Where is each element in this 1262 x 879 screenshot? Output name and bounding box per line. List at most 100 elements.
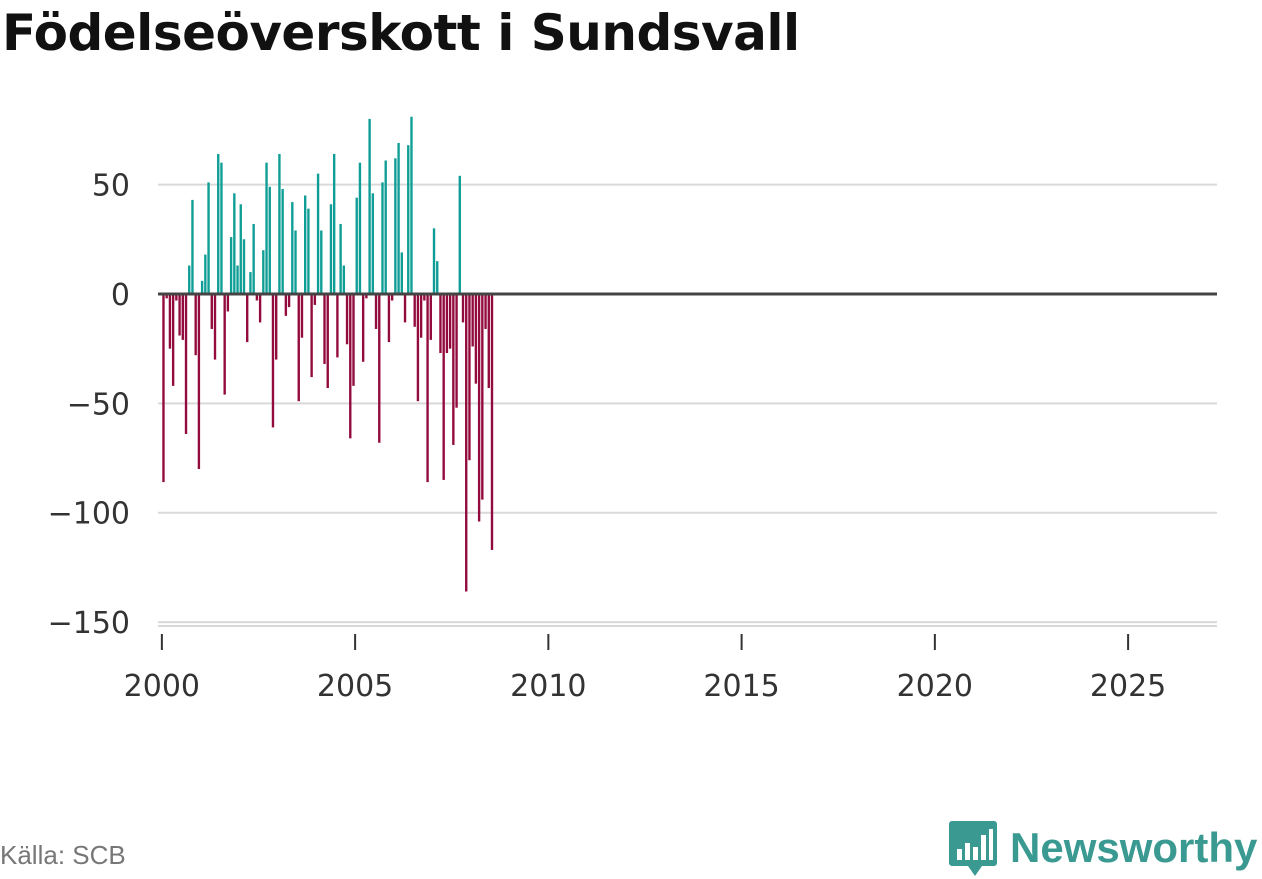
bar: [323, 293, 326, 364]
bar: [255, 293, 259, 301]
bar: [419, 293, 423, 338]
bar: [188, 265, 191, 294]
bar: [481, 293, 484, 500]
bar: [287, 293, 291, 308]
brand-name: Newsworthy: [1010, 824, 1258, 871]
bar: [258, 293, 262, 323]
bar: [384, 160, 387, 294]
bar: [236, 265, 239, 294]
bar: [165, 293, 168, 299]
bar: [291, 202, 294, 294]
bar: [210, 293, 213, 329]
bar: [445, 293, 449, 354]
bar: [242, 239, 246, 294]
bar: [204, 254, 207, 294]
source-note: Källa: SCB: [0, 840, 126, 870]
bar: [191, 199, 194, 294]
bar: [339, 223, 342, 294]
bar: [390, 293, 394, 301]
bar: [394, 158, 397, 294]
bar: [284, 293, 288, 316]
bar: [252, 223, 255, 294]
bar: [477, 293, 481, 522]
bar: [313, 293, 317, 305]
bar: [307, 208, 310, 294]
bar: [436, 261, 439, 294]
bar: [474, 293, 478, 384]
bar: [368, 118, 371, 294]
bar: [181, 293, 184, 340]
bar: [332, 153, 336, 294]
bar: [413, 293, 416, 327]
bar: [448, 293, 452, 349]
bar: [171, 293, 175, 386]
bar: [490, 293, 494, 550]
x-tick-label: 2000: [124, 669, 200, 704]
chart-title: Födelseöverskott i Sundsvall: [2, 4, 800, 62]
y-tick-label: 0: [111, 278, 130, 313]
bar: [423, 293, 426, 301]
bar: [320, 230, 323, 294]
bar: [310, 293, 313, 378]
bar: [426, 293, 429, 483]
y-tick-label: −150: [48, 606, 130, 641]
y-axis: 50 0 −50 −100 −150: [48, 169, 130, 642]
bar: [226, 293, 230, 312]
bar: [213, 293, 217, 360]
bar: [239, 204, 242, 294]
bar: [304, 195, 307, 294]
bar: [387, 293, 391, 343]
brand-logo: Newsworthy: [948, 818, 1257, 878]
bar: [329, 204, 333, 294]
bar: [378, 293, 381, 443]
bar: [452, 293, 455, 445]
bar: [184, 293, 188, 434]
bar: [403, 293, 407, 323]
bar: [355, 197, 358, 294]
bar: [407, 145, 410, 294]
bar: [439, 293, 442, 354]
x-tick-label: 2015: [703, 669, 779, 704]
bar: [358, 162, 362, 294]
bar: [349, 293, 352, 439]
x-tick-label: 2005: [317, 669, 393, 704]
bar: [275, 293, 278, 360]
bar: [326, 293, 329, 389]
bar: [416, 293, 420, 402]
grid-lines: [158, 183, 1217, 624]
bar: [381, 182, 384, 294]
bar: [268, 186, 271, 294]
y-tick-label: −100: [48, 497, 130, 532]
bar: [178, 293, 181, 336]
bar: [455, 293, 458, 408]
bar: [484, 293, 487, 329]
bar: [271, 293, 275, 428]
x-tick-label: 2010: [510, 669, 586, 704]
bar: [294, 230, 297, 294]
bar: [374, 293, 378, 329]
x-tick-label: 2025: [1090, 669, 1166, 704]
bar: [297, 293, 300, 402]
bar: [336, 293, 339, 358]
bar: [217, 153, 220, 294]
bar: [471, 293, 474, 347]
bar: [220, 162, 223, 294]
bar: [278, 153, 281, 294]
bar: [432, 228, 436, 294]
x-tick-label: 2020: [897, 669, 973, 704]
bar: [361, 293, 365, 362]
bar: [223, 293, 226, 395]
bar: [249, 272, 252, 294]
bar: [233, 193, 236, 294]
bar: [397, 143, 400, 294]
bar: [300, 293, 304, 338]
bar: [246, 293, 249, 343]
bar: [194, 293, 197, 356]
bar: [265, 162, 268, 294]
bar: [342, 265, 346, 294]
bar: [465, 293, 468, 592]
bar: [207, 182, 210, 294]
bar: [429, 293, 432, 340]
bars: [162, 116, 494, 592]
